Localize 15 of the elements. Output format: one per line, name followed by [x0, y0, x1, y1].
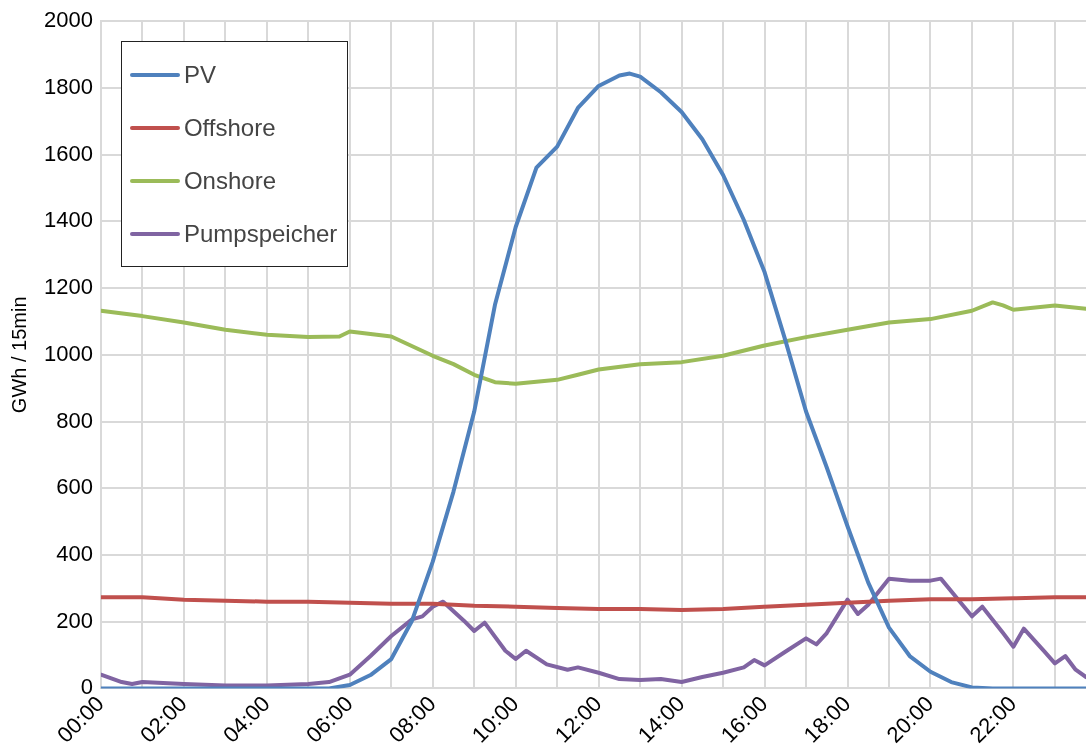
y-axis-title: GWh / 15min: [7, 296, 30, 414]
y-tick-label: 1400: [43, 207, 93, 233]
y-tick-label: 400: [56, 541, 93, 567]
y-tick-label: 800: [56, 407, 93, 433]
y-tick-label: 1800: [43, 73, 93, 99]
y-tick-label: 1000: [43, 340, 93, 366]
legend-label: PV: [183, 60, 216, 89]
legend-label: Onshore: [183, 166, 276, 195]
y-tick-label: 1600: [43, 140, 93, 166]
y-tick-label: 600: [56, 474, 93, 500]
legend-label: Pumpspeicher: [183, 219, 338, 248]
y-tick-label: 2000: [43, 7, 93, 33]
legend-label: Offshore: [183, 113, 276, 142]
y-tick-label: 200: [56, 607, 93, 633]
y-tick-label: 1200: [43, 274, 93, 300]
